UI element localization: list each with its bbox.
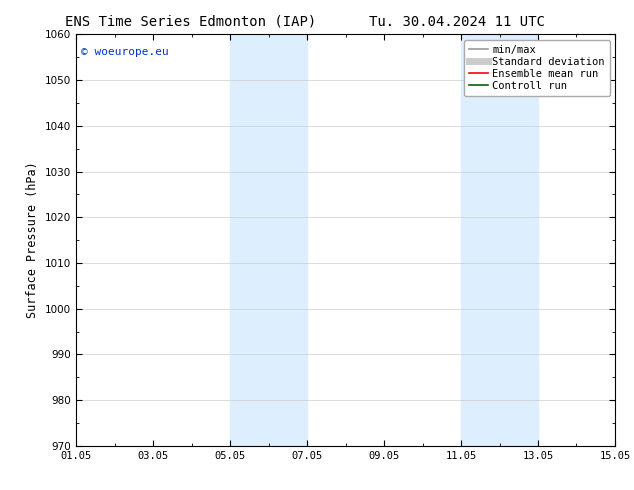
Bar <box>230 34 307 446</box>
Y-axis label: Surface Pressure (hPa): Surface Pressure (hPa) <box>27 162 39 318</box>
Legend: min/max, Standard deviation, Ensemble mean run, Controll run: min/max, Standard deviation, Ensemble me… <box>464 40 610 96</box>
Text: ENS Time Series Edmonton (IAP): ENS Time Series Edmonton (IAP) <box>65 15 316 29</box>
Text: Tu. 30.04.2024 11 UTC: Tu. 30.04.2024 11 UTC <box>368 15 545 29</box>
Bar <box>461 34 538 446</box>
Text: © woeurope.eu: © woeurope.eu <box>81 47 169 57</box>
